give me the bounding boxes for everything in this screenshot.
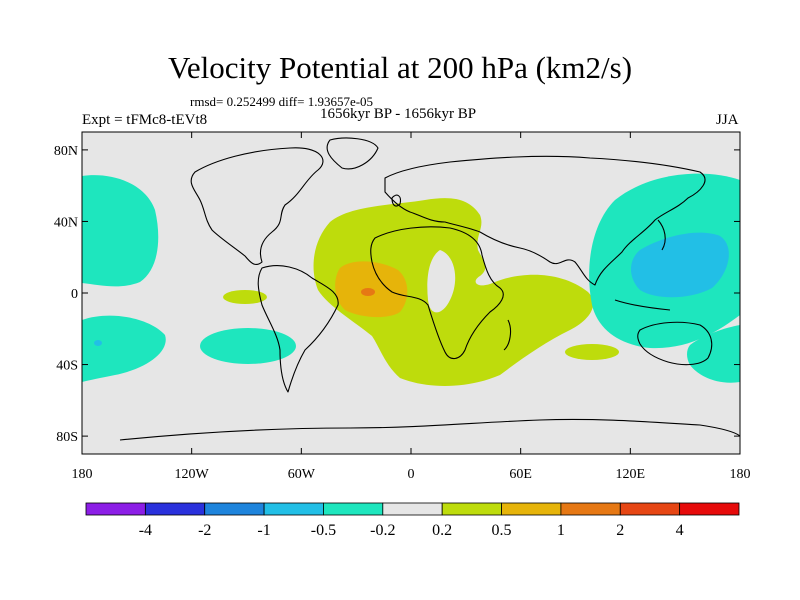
coast-madagascar [503, 319, 512, 351]
x-tick-label: 180 [730, 467, 751, 482]
coast-africa [370, 226, 504, 360]
y-tick-label: 40N [54, 215, 78, 230]
stats-text: rmsd= 0.252499 diff= 1.93657e-05 [190, 94, 374, 109]
coast-eurasia [384, 155, 706, 286]
y-tick-label: 80S [56, 430, 78, 445]
y-tick-label: 40S [56, 359, 78, 374]
x-tick-label: 120E [616, 467, 646, 482]
colorbar-label: 2 [616, 522, 624, 539]
y-tick-label: 0 [71, 287, 78, 302]
blue-anomaly-core [631, 232, 729, 298]
colorbar-label: -0.5 [311, 522, 336, 539]
colorbar: -4 -2 -1 -0.5 -0.2 0.2 0.5 1 2 4 [85, 502, 740, 539]
colorbar-swatch [263, 502, 324, 516]
negative-anomaly-southwest [82, 315, 166, 382]
y-axis: 80N 40N 0 40S 80S [54, 144, 740, 445]
coast-australia [637, 321, 713, 366]
coast-japan [657, 219, 666, 251]
colorbar-swatch [501, 502, 562, 516]
colorbar-label: 0.2 [432, 522, 452, 539]
blue-anomaly-spot [94, 340, 102, 346]
chart-title: Velocity Potential at 200 hPa (km2/s) [167, 50, 633, 85]
experiment-label: Expt = tFMc8-tEVt8 [82, 112, 208, 128]
coast-antarctica [119, 418, 741, 441]
negative-anomaly-west [82, 175, 159, 287]
coast-south-america [257, 265, 339, 393]
x-tick-label: 120W [175, 467, 210, 482]
x-axis: 180 120W 60W 0 60E 120E 180 [72, 132, 751, 482]
colorbar-swatch [619, 502, 681, 516]
x-tick-label: 0 [408, 467, 415, 482]
x-tick-label: 180 [72, 467, 93, 482]
coast-indonesia [614, 299, 671, 311]
season-label: JJA [716, 112, 739, 128]
colorbar-label: -0.2 [370, 522, 395, 539]
colorbar-swatch [382, 502, 443, 516]
colorbar-label: 1 [557, 522, 565, 539]
coastlines [119, 137, 741, 441]
colorbar-swatch [323, 502, 384, 516]
negative-anomaly-east-south [687, 325, 740, 383]
colorbar-label: 4 [676, 522, 684, 539]
x-tick-label: 60E [509, 467, 532, 482]
anomaly-fields [82, 173, 740, 386]
colorbar-swatch [441, 502, 502, 516]
colorbar-label: -2 [198, 522, 211, 539]
positive-anomaly-pacific [223, 290, 267, 304]
colorbar-label: -4 [139, 522, 152, 539]
coast-greenland [326, 137, 379, 170]
colorbar-label: 0.5 [492, 522, 512, 539]
colorbar-label: -1 [257, 522, 270, 539]
period-text: 1656kyr BP - 1656kyr BP [320, 106, 477, 122]
colorbar-swatch [560, 502, 621, 516]
colorbar-swatch [85, 502, 146, 516]
negative-anomaly-southpacific [200, 328, 296, 364]
positive-anomaly-south-indian [565, 344, 619, 360]
coast-uk [391, 194, 401, 207]
x-tick-label: 60W [288, 467, 316, 482]
coast-north-america [190, 147, 324, 265]
positive-anomaly-atlantic-africa [313, 198, 594, 386]
orange-anomaly-center [361, 288, 375, 296]
colorbar-swatch [679, 502, 740, 516]
colorbar-swatch [204, 502, 265, 516]
y-tick-label: 80N [54, 144, 78, 159]
colorbar-swatch [144, 502, 206, 516]
